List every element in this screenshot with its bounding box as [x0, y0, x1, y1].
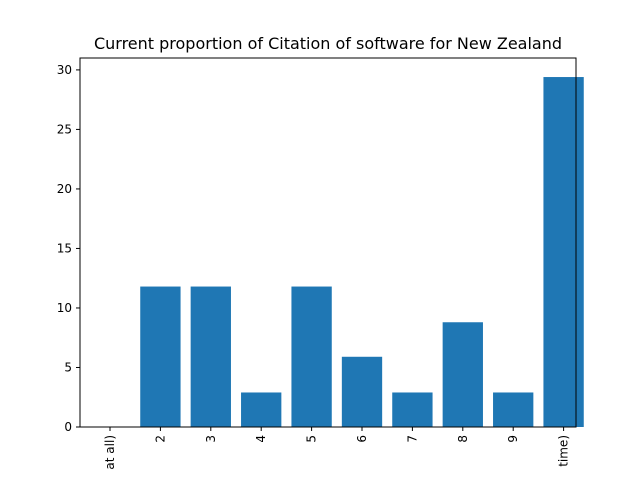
bar-8	[442, 322, 483, 427]
y-tick-label: 30	[57, 63, 72, 77]
x-tick-label: 3	[204, 435, 218, 443]
x-tick-label: time)	[557, 435, 571, 467]
x-tick-label: 4	[254, 435, 268, 443]
y-tick-label: 0	[64, 420, 72, 434]
bar-6	[341, 356, 383, 427]
y-axis: 0 5 10 15 20 25 30	[57, 63, 80, 434]
y-tick-label: 5	[64, 360, 72, 374]
chart-title: Current proportion of Citation of softwa…	[94, 34, 562, 53]
y-tick-label: 20	[57, 182, 72, 196]
bar-7	[392, 392, 433, 427]
y-tick-label: 10	[57, 301, 72, 315]
x-axis: at all) 2 3 4 5 6 7 8 9 time)	[103, 427, 571, 470]
x-tick-label: 7	[405, 435, 419, 443]
x-tick-label: 6	[355, 435, 369, 443]
y-tick-label: 25	[57, 122, 72, 136]
x-tick-label: 8	[456, 435, 470, 443]
x-tick-label: 5	[305, 435, 319, 443]
bars	[140, 77, 584, 427]
plot-frame	[79, 57, 577, 428]
bar-2	[140, 286, 181, 427]
bar-3	[190, 286, 231, 427]
x-tick-label: 9	[506, 435, 520, 443]
x-tick-label: 2	[153, 435, 167, 443]
bar-5	[291, 286, 332, 427]
bar-4	[241, 392, 282, 427]
bar-time	[543, 77, 584, 427]
y-tick-label: 15	[57, 241, 72, 255]
bar-9	[493, 392, 534, 427]
x-tick-label: at all)	[103, 435, 117, 470]
